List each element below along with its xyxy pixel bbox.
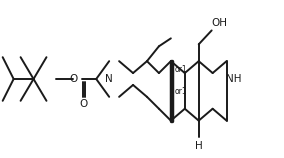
Text: NH: NH — [225, 74, 241, 84]
Text: or1: or1 — [175, 65, 187, 74]
Text: H: H — [195, 141, 202, 151]
Text: O: O — [79, 99, 87, 109]
Text: O: O — [69, 74, 78, 84]
Text: or1: or1 — [175, 87, 187, 96]
Text: OH: OH — [212, 18, 228, 28]
Text: N: N — [105, 74, 113, 84]
